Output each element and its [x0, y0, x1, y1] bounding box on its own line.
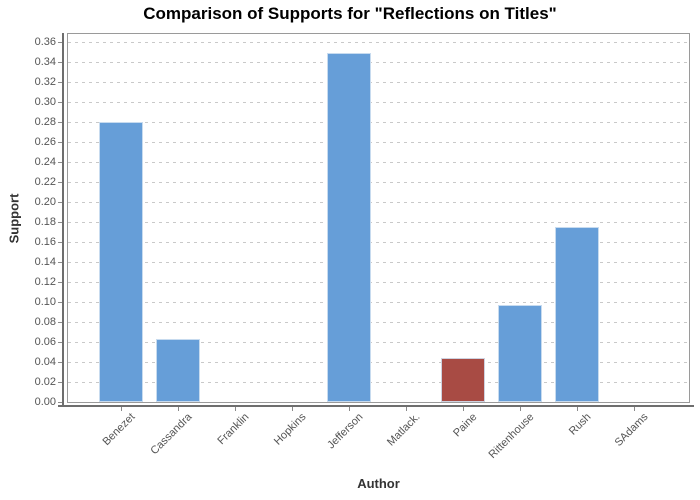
x-axis-tick [178, 407, 179, 411]
y-axis-tick [58, 222, 62, 223]
y-axis-tick [58, 362, 62, 363]
x-axis-tick [634, 407, 635, 411]
y-axis-tick [58, 42, 62, 43]
y-axis-tick [58, 142, 62, 143]
x-axis-line [58, 405, 694, 407]
bar-rush [555, 227, 599, 402]
x-tick-label: Jefferson [325, 411, 366, 452]
x-tick-label: Rush [566, 411, 594, 438]
y-axis-tick [58, 322, 62, 323]
x-tick-label: Cassandra [148, 411, 195, 458]
y-tick-label: 0.14 [34, 256, 56, 268]
y-gridline [68, 382, 689, 383]
y-axis-tick [58, 242, 62, 243]
x-axis-tick [292, 407, 293, 411]
y-axis-tick [58, 122, 62, 123]
y-gridline [68, 242, 689, 243]
y-gridline [68, 122, 689, 123]
x-axis-tick [235, 407, 236, 411]
x-axis-tick [406, 407, 407, 411]
y-axis-tick [58, 62, 62, 63]
y-tick-label: 0.30 [34, 96, 56, 108]
y-tick-label: 0.36 [34, 36, 56, 48]
y-tick-label: 0.32 [34, 76, 56, 88]
y-gridline [68, 202, 689, 203]
y-tick-label: 0.10 [34, 296, 56, 308]
y-axis-tick [58, 302, 62, 303]
y-axis-tick [58, 82, 62, 83]
y-axis-tick [58, 382, 62, 383]
y-tick-label: 0.22 [34, 176, 56, 188]
bar-cassandra [156, 339, 200, 402]
y-axis-tick [58, 342, 62, 343]
y-gridline [68, 262, 689, 263]
y-gridline [68, 82, 689, 83]
y-gridline [68, 42, 689, 43]
y-gridline [68, 362, 689, 363]
bar-paine [441, 358, 485, 402]
x-axis-tick [520, 407, 521, 411]
y-axis-line [62, 33, 64, 407]
x-axis-tick [121, 407, 122, 411]
y-gridline [68, 102, 689, 103]
y-tick-label: 0.26 [34, 136, 56, 148]
y-tick-label: 0.34 [34, 56, 56, 68]
chart-title: Comparison of Supports for "Reflections … [143, 4, 557, 23]
y-axis-tick [58, 262, 62, 263]
y-gridline [68, 142, 689, 143]
x-tick-label: Rittenhouse [486, 411, 537, 462]
x-tick-label: Matlack. [385, 411, 423, 449]
y-gridline [68, 62, 689, 63]
y-tick-label: 0.02 [34, 376, 56, 388]
y-gridline [68, 302, 689, 303]
y-tick-label: 0.18 [34, 216, 56, 228]
x-axis-tick [463, 407, 464, 411]
y-gridline [68, 222, 689, 223]
y-tick-label: 0.28 [34, 116, 56, 128]
x-tick-label: Paine [451, 411, 480, 440]
y-tick-label: 0.04 [34, 356, 56, 368]
y-tick-label: 0.24 [34, 156, 56, 168]
bar-jefferson [327, 53, 371, 402]
x-tick-label: Hopkins [271, 411, 309, 448]
y-gridline [68, 162, 689, 163]
y-axis-tick [58, 282, 62, 283]
x-axis-tick [349, 407, 350, 411]
y-gridline [68, 322, 689, 323]
y-tick-label: 0.16 [34, 236, 56, 248]
bar-rittenhouse [498, 305, 542, 402]
x-tick-label: Franklin [215, 411, 252, 448]
y-tick-label: 0.08 [34, 316, 56, 328]
y-gridline [68, 282, 689, 283]
y-tick-label: 0.06 [34, 336, 56, 348]
y-tick-label: 0.12 [34, 276, 56, 288]
y-tick-label: 0.00 [34, 396, 56, 408]
y-axis-tick [58, 402, 62, 403]
y-axis-tick [58, 182, 62, 183]
y-gridline [68, 182, 689, 183]
x-axis-label: Author [357, 476, 400, 491]
bar-benezet [99, 122, 143, 402]
x-tick-label: Benezet [100, 411, 138, 449]
y-gridline [68, 342, 689, 343]
y-axis-tick [58, 102, 62, 103]
x-axis-tick [577, 407, 578, 411]
y-axis-tick [58, 162, 62, 163]
plot-area [67, 33, 690, 403]
y-tick-label: 0.20 [34, 196, 56, 208]
x-tick-label: SAdams [612, 411, 651, 449]
y-axis-tick [58, 202, 62, 203]
